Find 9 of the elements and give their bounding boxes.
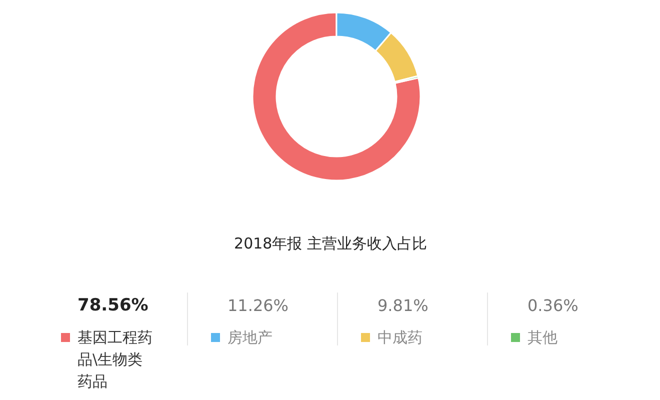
- data-label: 9.81%: [378, 296, 428, 315]
- legend-label: 中成药: [378, 328, 422, 346]
- legend-label: 房地产: [228, 328, 272, 346]
- data-label: 78.56%: [78, 296, 148, 316]
- legend-label: 基因工程药品\生物类药品: [78, 328, 152, 390]
- text: 2018年报 主营业务收入占比: [234, 234, 427, 252]
- data-label: 0.36%: [528, 296, 578, 315]
- legend-label: 其他: [528, 328, 558, 346]
- data-label: 11.26%: [228, 296, 289, 315]
